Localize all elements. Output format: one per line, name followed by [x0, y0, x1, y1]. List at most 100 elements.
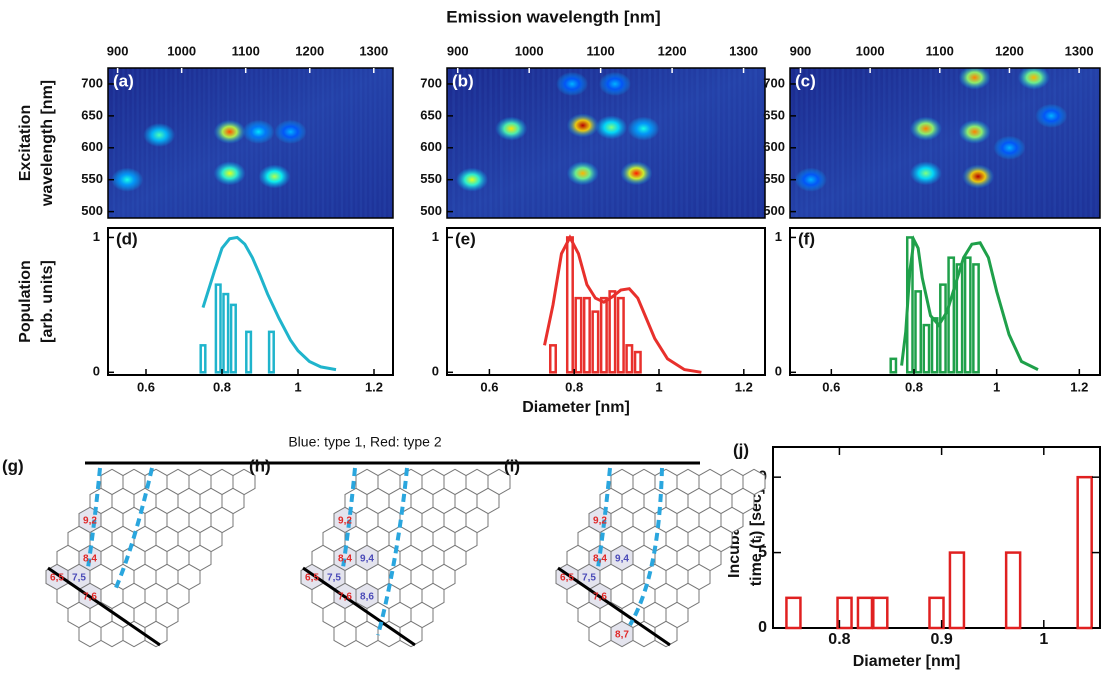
- noise-stripe: [706, 68, 710, 218]
- noise-stripe: [846, 68, 850, 218]
- noise-stripe: [701, 68, 705, 218]
- x-tick-label: 1.2: [735, 379, 753, 394]
- noise-stripe: [712, 68, 715, 218]
- noise-stripe: [1032, 68, 1036, 218]
- panel-label: (i): [504, 456, 520, 475]
- noise-stripe: [462, 68, 466, 218]
- noise-stripe: [526, 68, 530, 218]
- spot: [598, 71, 631, 96]
- spot: [794, 167, 827, 192]
- noise-stripe: [862, 68, 865, 218]
- noise-stripe: [184, 68, 187, 218]
- cell-label: 8,4: [338, 554, 352, 565]
- noise-stripe: [929, 68, 933, 218]
- x-tick-label: 1100: [926, 43, 954, 58]
- histogram-bar: [582, 296, 591, 374]
- plot-frame: [772, 446, 1101, 629]
- tube-edge-bottom: [557, 566, 671, 647]
- cell-label: 8,4: [593, 554, 607, 565]
- y-tick-label: 550: [81, 171, 103, 186]
- noise-stripe: [1043, 68, 1046, 218]
- noise-stripe: [821, 68, 824, 218]
- cell-label: 7,6: [83, 592, 97, 603]
- noise-stripe: [1053, 68, 1057, 218]
- noise-stripe: [568, 68, 572, 218]
- panel-label: (e): [455, 229, 476, 248]
- noise-stripe: [805, 68, 809, 218]
- chirality-path: [113, 467, 154, 591]
- noise-stripe: [632, 68, 636, 218]
- y-tick-label: 500: [763, 203, 785, 218]
- y-tick-label: 1: [432, 229, 439, 244]
- noise-stripe: [1048, 68, 1051, 218]
- noise-stripe: [117, 68, 120, 218]
- noise-stripe: [212, 68, 215, 218]
- panel-label: (d): [116, 229, 138, 248]
- noise-stripe: [717, 68, 720, 218]
- noise-stripe: [531, 68, 535, 218]
- y-tick-label: 700: [81, 75, 103, 90]
- chirality-path: [628, 467, 664, 626]
- cell-label: 9,4: [615, 554, 629, 565]
- noise-stripe: [590, 68, 593, 218]
- noise-stripe: [867, 68, 871, 218]
- panel-label: (f): [798, 229, 815, 248]
- noise-stripe: [836, 68, 840, 218]
- noise-stripe: [447, 68, 450, 218]
- noise-stripe: [473, 68, 477, 218]
- x-tick-label: 1.2: [1070, 379, 1088, 394]
- fit-curve: [201, 235, 337, 372]
- noise-stripe: [108, 68, 111, 218]
- noise-stripe: [457, 68, 461, 218]
- noise-stripe: [991, 68, 995, 218]
- noise-stripe: [584, 68, 588, 218]
- noise-stripe: [841, 68, 845, 218]
- spot: [566, 113, 599, 138]
- histogram-bar: [633, 350, 642, 374]
- noise-stripe: [500, 68, 503, 218]
- noise-stripe: [857, 68, 860, 218]
- y-axis-label: Population: [17, 260, 34, 343]
- spot: [595, 115, 628, 140]
- bar: [1076, 475, 1093, 630]
- noise-stripe: [179, 68, 182, 218]
- spot: [213, 119, 246, 144]
- spot: [143, 123, 176, 148]
- plot-frame: [446, 67, 766, 219]
- y-tick-label: 500: [81, 203, 103, 218]
- noise-stripe: [312, 68, 315, 218]
- fit-curve: [900, 235, 1039, 371]
- noise-stripe: [955, 68, 958, 218]
- cell-label: 7,5: [582, 573, 596, 584]
- noise-stripe: [1074, 68, 1077, 218]
- noise-stripe: [374, 68, 377, 218]
- noise-stripe: [877, 68, 881, 218]
- bar: [856, 596, 874, 630]
- hexagon: [399, 620, 423, 648]
- histogram-bar: [599, 296, 608, 374]
- x-tick-label: 0.6: [822, 379, 840, 394]
- noise-stripe: [193, 68, 196, 218]
- noise-stripe: [350, 68, 353, 218]
- x-axis-title: Emission wavelength [nm]: [446, 7, 660, 26]
- histogram-bar: [914, 290, 923, 374]
- noise-stripe: [307, 68, 310, 218]
- noise-stripe: [336, 68, 339, 218]
- noise-stripe: [950, 68, 953, 218]
- panel-label: (j): [733, 440, 749, 459]
- noise-stripe: [250, 68, 253, 218]
- noise-stripe: [222, 68, 225, 218]
- plot-frame: [107, 67, 394, 219]
- noise-stripe: [355, 68, 358, 218]
- x-tick-label: 0.6: [137, 379, 155, 394]
- noise-stripe: [383, 68, 386, 218]
- histogram-bar: [245, 330, 253, 374]
- noise-stripe: [643, 68, 646, 218]
- noise-stripe: [537, 68, 540, 218]
- noise-stripe: [722, 68, 726, 218]
- noise-stripe: [364, 68, 367, 218]
- noise-stripe: [669, 68, 673, 218]
- spot: [242, 119, 275, 144]
- x-tick-label: 1.2: [365, 379, 383, 394]
- cell-label: 6,5: [305, 573, 319, 584]
